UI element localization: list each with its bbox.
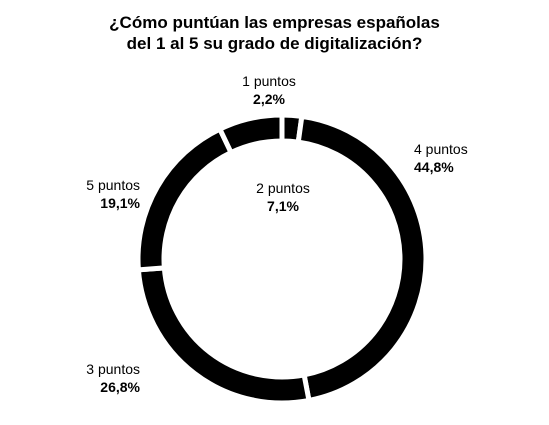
- slice-2-puntos: [216, 112, 285, 156]
- slice-label: 3 puntos: [86, 361, 140, 377]
- slice-value-label: 26,8%: [100, 379, 140, 395]
- slice-label: 4 puntos: [414, 141, 468, 157]
- chart-title-line-2: del 1 al 5 su grado de digitalización?: [126, 34, 423, 53]
- donut-labels: 1 puntos 2,2% 4 puntos 44,8% 3 puntos 26,8% 5 …: [86, 73, 467, 395]
- slice-value-label: 7,1%: [267, 198, 299, 214]
- slice-value-label: 44,8%: [414, 159, 454, 175]
- slice-label: 2 puntos: [256, 180, 310, 196]
- chart-title: ¿Cómo puntúan las empresas españolas del…: [0, 12, 549, 54]
- slice-label: 5 puntos: [86, 177, 140, 193]
- slice-value-label: 19,1%: [100, 195, 140, 211]
- slice-3-puntos: [135, 265, 312, 406]
- donut-slices: [135, 112, 429, 406]
- chart-title-line-1: ¿Cómo puntúan las empresas españolas: [109, 13, 440, 32]
- slice-4-puntos: [295, 113, 429, 404]
- slice-value-label: 2,2%: [253, 91, 285, 107]
- slice-5-puntos: [135, 125, 235, 273]
- slice-label: 1 puntos: [242, 73, 296, 89]
